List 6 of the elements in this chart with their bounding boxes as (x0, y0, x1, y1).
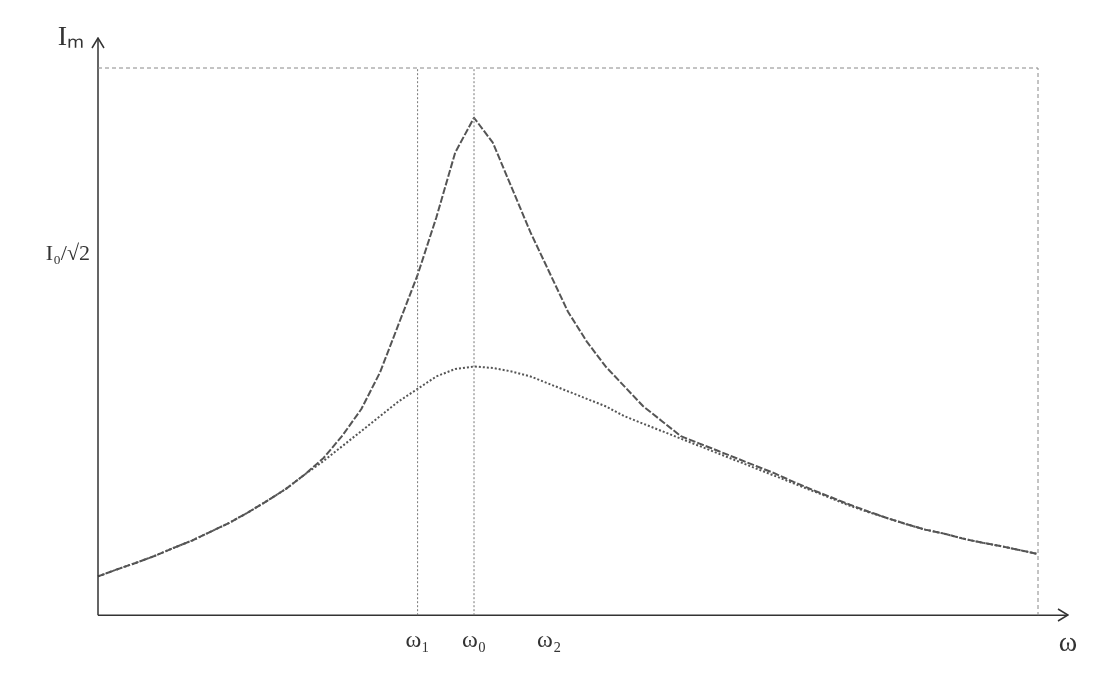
x-tick-label: ω₀ (461, 625, 487, 652)
y-axis-title: Iₘ (57, 20, 84, 52)
x-axis-title: ω (1058, 625, 1078, 657)
x-tick-label: ω₁ (405, 625, 430, 652)
text: I₀/√2 (45, 239, 90, 265)
x-tick-label: ω₂ (537, 625, 562, 652)
